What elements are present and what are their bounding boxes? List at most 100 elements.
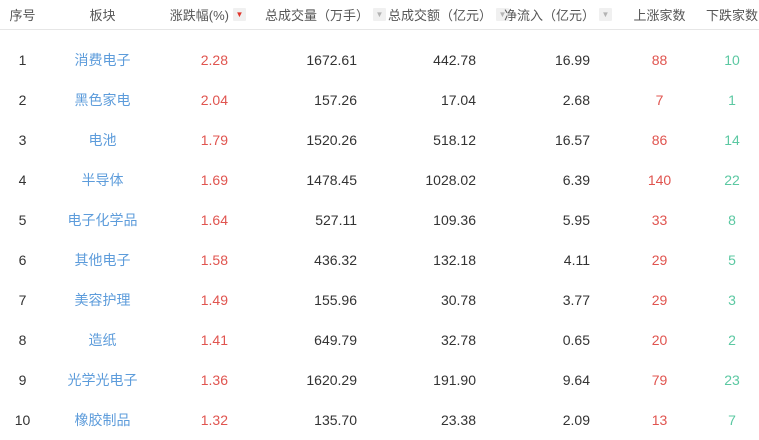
change-pct-value: 1.79 [200,132,228,148]
column-header-sector: 板块 [45,0,160,30]
row-index: 3 [18,132,27,148]
decliners-count: 8 [728,212,736,228]
turnover-value: 191.90 [433,372,476,388]
decliners-count: 5 [728,252,736,268]
column-label-turnover: 总成交额（亿元） [388,8,493,23]
decliners-count: 7 [728,412,736,428]
row-index: 7 [18,292,27,308]
column-header-decliners: 下跌家数 [705,0,759,30]
table-row: 6 其他电子 1.58 436.32 132.18 4.11 29 5 [0,240,759,280]
sort-desc-active-icon: ▼ [233,7,246,21]
net-inflow-value: 5.95 [562,212,590,228]
gainers-count: 29 [651,252,668,268]
row-index: 1 [18,52,27,68]
decliners-count: 3 [728,292,736,308]
sector-link[interactable]: 黑色家电 [74,92,131,108]
change-pct-value: 1.49 [200,292,228,308]
decliners-count: 14 [724,132,740,148]
change-pct-value: 1.41 [200,332,228,348]
table-row: 5 电子化学品 1.64 527.11 109.36 5.95 33 8 [0,200,759,240]
sector-link[interactable]: 半导体 [81,172,124,188]
gainers-count: 88 [651,52,668,68]
column-label-index: 序号 [9,8,36,23]
table-row: 10 橡胶制品 1.32 135.70 23.38 2.09 13 7 [0,400,759,440]
net-inflow-value: 16.99 [554,52,590,68]
gainers-count: 20 [651,332,668,348]
net-inflow-value: 3.77 [562,292,590,308]
row-index: 4 [18,172,27,188]
table-row: 9 光学光电子 1.36 1620.29 191.90 9.64 79 23 [0,360,759,400]
volume-value: 157.26 [314,92,357,108]
sector-link[interactable]: 橡胶制品 [74,412,131,428]
decliners-count: 22 [724,172,740,188]
net-inflow-value: 4.11 [563,252,590,268]
column-label-volume: 总成交量（万手） [264,8,369,23]
net-inflow-value: 6.39 [562,172,590,188]
volume-value: 135.70 [314,412,357,428]
volume-value: 1520.26 [306,132,357,148]
change-pct-value: 1.69 [200,172,228,188]
column-header-change-pct[interactable]: 涨跌幅(%) ▼ [160,0,248,30]
column-label-sector: 板块 [89,8,116,23]
sort-icon: ▼ [373,7,386,21]
decliners-count: 10 [724,52,740,68]
decliners-count: 2 [728,332,736,348]
change-pct-value: 1.36 [200,372,228,388]
table-row: 2 黑色家电 2.04 157.26 17.04 2.68 7 1 [0,80,759,120]
column-label-net-inflow: 净流入（亿元） [503,8,595,23]
sector-link[interactable]: 消费电子 [74,52,131,68]
table-row: 8 造纸 1.41 649.79 32.78 0.65 20 2 [0,320,759,360]
decliners-count: 1 [728,92,736,108]
turnover-value: 32.78 [440,332,476,348]
gainers-count: 86 [651,132,668,148]
column-header-index: 序号 [0,0,45,30]
gainers-count: 13 [651,412,668,428]
volume-value: 1620.29 [306,372,357,388]
sector-link[interactable]: 造纸 [88,332,117,348]
volume-value: 155.96 [314,292,357,308]
turnover-value: 17.04 [440,92,476,108]
table-row: 4 半导体 1.69 1478.45 1028.02 6.39 140 22 [0,160,759,200]
column-header-turnover[interactable]: 总成交额（亿元） ▼ [388,0,510,30]
turnover-value: 1028.02 [425,172,476,188]
turnover-value: 442.78 [433,52,476,68]
sector-link[interactable]: 电池 [88,132,117,148]
table-row: 1 消费电子 2.28 1672.61 442.78 16.99 88 10 [0,40,759,80]
volume-value: 1672.61 [306,52,357,68]
sector-link[interactable]: 电子化学品 [67,212,138,228]
column-header-volume[interactable]: 总成交量（万手） ▼ [248,0,388,30]
gainers-count: 140 [647,172,672,188]
row-index: 5 [18,212,27,228]
gainers-count: 79 [651,372,668,388]
turnover-value: 23.38 [440,412,476,428]
gainers-count: 7 [655,92,664,108]
change-pct-value: 2.04 [200,92,228,108]
row-index: 9 [18,372,27,388]
turnover-value: 132.18 [433,252,476,268]
column-header-net-inflow[interactable]: 净流入（亿元） ▼ [502,0,614,30]
turnover-value: 109.36 [433,212,476,228]
row-index: 2 [18,92,27,108]
gainers-count: 33 [651,212,668,228]
sector-link[interactable]: 光学光电子 [67,372,138,388]
volume-value: 1478.45 [306,172,357,188]
sector-link[interactable]: 美容护理 [74,292,131,308]
change-pct-value: 1.32 [200,412,228,428]
volume-value: 649.79 [314,332,357,348]
volume-value: 436.32 [314,252,357,268]
row-index: 6 [18,252,27,268]
volume-value: 527.11 [315,212,357,228]
sector-link[interactable]: 其他电子 [74,252,131,268]
column-label-gainers: 上涨家数 [633,8,686,23]
column-header-gainers: 上涨家数 [614,0,705,30]
row-index: 8 [18,332,27,348]
net-inflow-value: 0.65 [562,332,590,348]
row-index: 10 [14,412,31,428]
gainers-count: 29 [651,292,668,308]
table-row: 3 电池 1.79 1520.26 518.12 16.57 86 14 [0,120,759,160]
change-pct-value: 1.64 [200,212,228,228]
turnover-value: 518.12 [433,132,476,148]
column-label-decliners: 下跌家数 [705,8,758,23]
